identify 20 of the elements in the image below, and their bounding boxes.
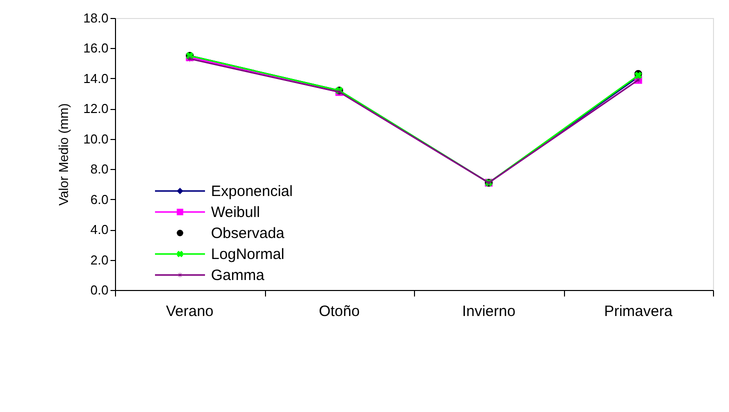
y-tick-label: 16.0 [83, 40, 108, 56]
y-tick-label: 4.0 [90, 222, 108, 238]
y-tick-label: 10.0 [83, 131, 108, 146]
x-tick-label: Primavera [604, 303, 674, 320]
y-tick-label: 2.0 [90, 252, 108, 268]
y-tick-label: 14.0 [83, 70, 108, 86]
legend-label: Gamma [211, 267, 265, 284]
legend-label: Exponencial [211, 183, 293, 200]
legend-label: LogNormal [211, 246, 284, 263]
y-tick-label: 12.0 [83, 101, 108, 116]
y-tick-label: 0.0 [90, 282, 108, 298]
legend-label: Observada [211, 225, 286, 242]
legend-label: Weibull [211, 204, 260, 221]
x-tick-label: Verano [166, 303, 214, 320]
y-tick-label: 18.0 [83, 10, 108, 26]
y-tick-label: 8.0 [90, 162, 108, 177]
x-tick-label: Invierno [462, 303, 516, 320]
y-axis-title: Valor Medio (mm) [56, 103, 72, 206]
x-tick-label: Otoño [318, 303, 360, 320]
y-tick-label: 6.0 [90, 192, 108, 207]
